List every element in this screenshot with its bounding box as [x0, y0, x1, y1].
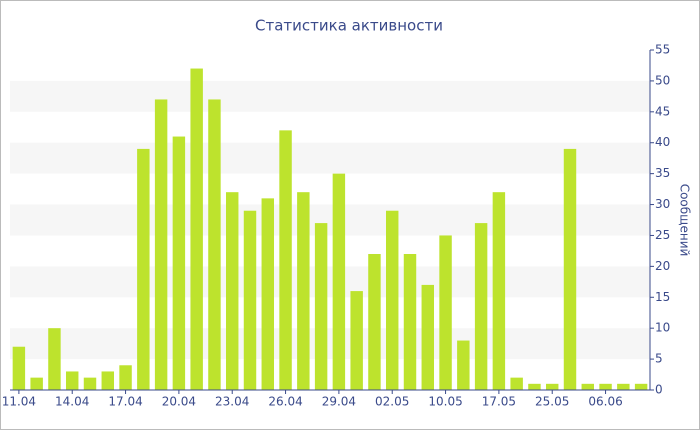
y-tick-label: 45: [655, 104, 670, 118]
grid-band: [10, 80, 650, 112]
bar: [297, 192, 310, 390]
bar: [510, 377, 523, 390]
grid-band: [10, 204, 650, 236]
x-tick-label: 17.05: [482, 395, 516, 409]
bar: [421, 284, 434, 390]
x-tick-label: 23.04: [215, 395, 249, 409]
x-tick-label: 17.04: [108, 395, 142, 409]
x-tick-label: 20.04: [162, 395, 196, 409]
x-tick-label: 11.04: [2, 395, 36, 409]
x-tick-label: 06.06: [588, 395, 622, 409]
grid-band: [10, 328, 650, 360]
y-tick-label: 50: [655, 73, 670, 87]
bar: [48, 328, 61, 390]
bar: [314, 223, 328, 390]
bar: [350, 291, 363, 390]
bar: [474, 223, 488, 390]
y-tick-label: 30: [655, 197, 670, 211]
bar: [83, 377, 97, 390]
y-tick-label: 15: [655, 290, 670, 304]
bar: [546, 383, 559, 390]
bar: [30, 377, 43, 390]
x-tick-label: 26.04: [268, 395, 302, 409]
bar: [563, 148, 577, 390]
bar: [279, 130, 292, 390]
bar: [492, 192, 506, 390]
y-tick-label: 0: [655, 383, 663, 397]
bar: [119, 365, 132, 390]
x-tick-label: 02.05: [375, 395, 409, 409]
bar: [332, 173, 346, 390]
bar: [190, 68, 203, 390]
x-tick-label: 25.05: [535, 395, 569, 409]
grid-band: [10, 142, 650, 174]
bar: [617, 383, 630, 390]
y-tick-label: 35: [655, 166, 670, 180]
y-axis-label: Сообщений: [678, 184, 692, 257]
bar: [12, 346, 26, 390]
bar: [137, 148, 150, 390]
bar: [66, 371, 79, 390]
y-tick-label: 25: [655, 228, 670, 242]
bar: [261, 198, 274, 390]
bar: [581, 383, 594, 390]
bar: [439, 235, 452, 390]
x-tick-label: 29.04: [322, 395, 356, 409]
bar: [457, 340, 470, 390]
bar: [634, 383, 648, 390]
bar: [154, 99, 168, 391]
x-tick-label: 10.05: [428, 395, 462, 409]
y-tick-label: 55: [655, 43, 670, 57]
bar: [226, 192, 239, 390]
y-tick-label: 10: [655, 321, 670, 335]
bar: [528, 383, 541, 390]
y-tick-label: 5: [655, 352, 663, 366]
x-tick-label: 14.04: [55, 395, 89, 409]
bar: [386, 210, 399, 390]
bar: [599, 383, 612, 390]
bar: [243, 210, 257, 390]
bar: [403, 254, 417, 390]
y-tick-label: 20: [655, 259, 670, 273]
chart-title: Статистика активности: [255, 17, 443, 35]
y-tick-label: 40: [655, 135, 670, 149]
bar: [101, 371, 114, 390]
grid-band: [10, 266, 650, 298]
bar: [172, 136, 186, 390]
bar: [368, 254, 381, 390]
bar: [208, 99, 221, 391]
